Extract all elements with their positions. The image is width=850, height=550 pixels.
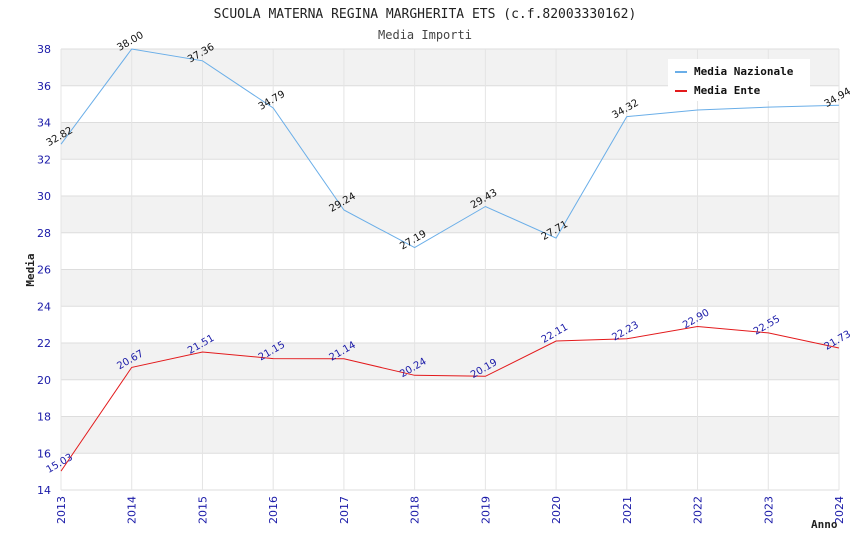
grid-band — [61, 269, 839, 307]
grid-band — [61, 159, 839, 196]
grid-band — [61, 416, 839, 454]
x-axis-ticks: 2013 2014 2015 2016 2017 2018 2019 2020 2021 2022… — [55, 496, 846, 524]
grid-band — [61, 343, 839, 380]
x-tick-label: 2024 — [833, 496, 846, 524]
legend-label-media-nazionale: Media Nazionale — [694, 65, 794, 78]
grid-band — [61, 379, 839, 417]
y-tick-label: 20 — [37, 374, 51, 387]
y-tick-label: 24 — [37, 300, 51, 313]
y-tick-label: 32 — [37, 153, 51, 166]
x-tick-label: 2021 — [621, 496, 634, 524]
x-tick-label: 2022 — [692, 496, 705, 524]
y-axis-label: Media — [24, 253, 37, 286]
grid-band — [61, 232, 839, 270]
y-tick-label: 36 — [37, 80, 51, 93]
series-lines — [60, 48, 840, 472]
legend-label-media-ente: Media Ente — [694, 84, 761, 97]
y-tick-label: 18 — [37, 411, 51, 424]
y-tick-label: 38 — [37, 43, 51, 56]
y-tick-label: 28 — [37, 227, 51, 240]
grid-band — [61, 453, 839, 490]
x-tick-label: 2017 — [338, 496, 351, 524]
grid-band — [61, 306, 839, 343]
x-tick-label: 2019 — [479, 496, 492, 524]
grid-bands — [60, 48, 840, 491]
y-tick-label: 14 — [37, 484, 51, 497]
series-line-media-ente — [60, 325, 840, 472]
x-tick-label: 2023 — [762, 496, 775, 524]
grid-band — [61, 122, 839, 160]
y-tick-label: 16 — [37, 447, 51, 460]
chart-subtitle: Media Importi — [378, 28, 472, 42]
x-tick-label: 2018 — [409, 496, 422, 524]
legend: Media Nazionale Media Ente — [668, 59, 810, 101]
x-axis-label: Anno — [811, 518, 838, 531]
chart-title: SCUOLA MATERNA REGINA MARGHERITA ETS (c.… — [214, 7, 637, 22]
y-tick-label: 34 — [37, 117, 51, 130]
x-tick-label: 2014 — [126, 496, 139, 524]
series-line-media-nazionale — [60, 48, 840, 249]
x-tick-label: 2020 — [550, 496, 563, 524]
y-tick-label: 30 — [37, 190, 51, 203]
legend-box — [668, 59, 810, 101]
y-tick-label: 26 — [37, 264, 51, 277]
y-axis-ticks: 14 16 18 20 22 24 26 28 30 32 34 36 38 — [37, 43, 51, 497]
x-tick-label: 2015 — [196, 496, 209, 524]
x-tick-label: 2013 — [55, 496, 68, 524]
y-tick-label: 22 — [37, 337, 51, 350]
x-tick-label: 2016 — [267, 496, 280, 524]
